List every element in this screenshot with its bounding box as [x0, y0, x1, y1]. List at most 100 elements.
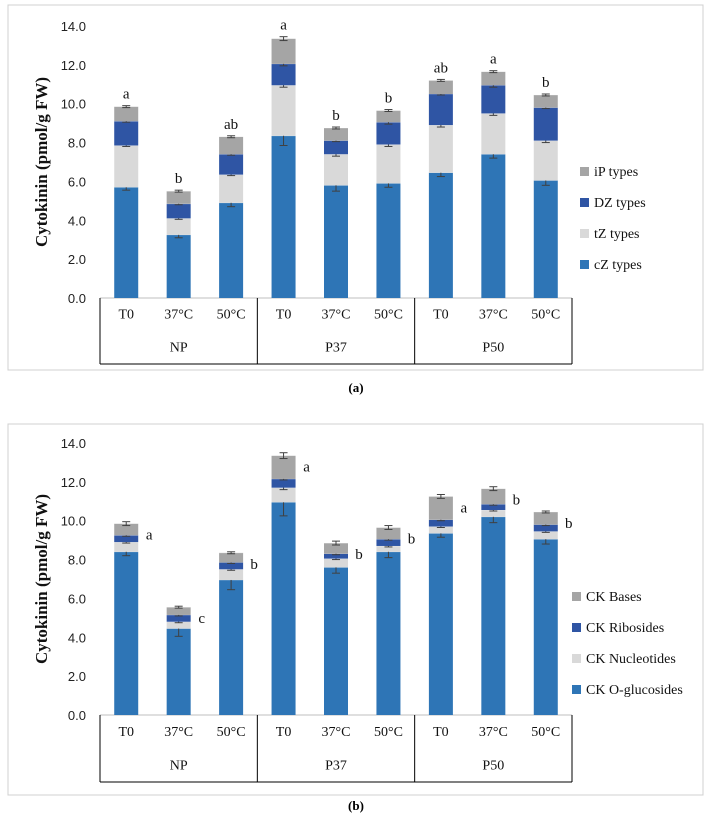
bar-segment-Rib — [114, 535, 139, 543]
y-tick-label: 8.0 — [68, 553, 86, 568]
bar-segment-tZ — [324, 154, 348, 186]
x-tick-label: 50°C — [531, 725, 560, 740]
y-tick-label: 6.0 — [68, 591, 86, 606]
bar-segment-Rib — [324, 553, 348, 559]
significance-letter: a — [146, 528, 153, 544]
x-tick-label: 50°C — [374, 308, 403, 323]
bar-segment-cZ — [533, 180, 558, 298]
bar-segment-cZ — [219, 202, 244, 298]
bar-segment-O — [271, 502, 296, 715]
legend-label: tZ types — [594, 227, 640, 242]
bar-segment-cZ — [271, 135, 296, 298]
panel-label: (b) — [348, 798, 364, 813]
group-label: P37 — [325, 759, 347, 774]
y-tick-label: 0.0 — [68, 291, 86, 306]
bar-segment-DZ — [271, 63, 296, 86]
y-tick-label: 10.0 — [61, 97, 86, 112]
bar-segment-iP — [219, 136, 244, 155]
bar-segment-Bases — [376, 527, 401, 540]
bar-segment-DZ — [428, 94, 453, 126]
bar-segment-Bases — [114, 523, 139, 536]
bar-segment-O — [324, 567, 348, 715]
chart-panel-a: 0.0 2.0 4.0 6.0 8.0 10.0 12.0 14.0 Cytokinin (pm… — [7, 4, 704, 371]
bar-segment-Rib — [376, 539, 401, 546]
bar-segment-O — [428, 533, 453, 715]
bar-segment-Rib — [533, 524, 558, 532]
bar-segment-DZ — [166, 203, 191, 219]
bar-segment-Nuc — [271, 487, 296, 503]
group-label: P37 — [325, 341, 347, 356]
x-tick-label: T0 — [276, 308, 292, 323]
x-tick-label: 50°C — [374, 725, 403, 740]
bar-segment-Rib — [271, 478, 296, 488]
legend-label: CK Ribosides — [586, 621, 664, 636]
bar-segment-iP — [271, 38, 296, 64]
significance-letter: b — [250, 557, 258, 573]
bar-segment-O — [376, 551, 401, 715]
bar-segment-iP — [533, 94, 558, 108]
legend-swatch — [580, 260, 589, 269]
bar-segment-cZ — [376, 183, 401, 298]
bar-segment-tZ — [166, 218, 191, 235]
x-tick-label: 37°C — [322, 725, 351, 740]
bar-segment-Bases — [166, 607, 191, 615]
x-tick-label: 37°C — [164, 725, 193, 740]
group-label: P50 — [482, 759, 504, 774]
significance-letter: ab — [224, 117, 238, 133]
y-tick-label: 10.0 — [61, 514, 86, 529]
significance-letter: ab — [434, 60, 448, 76]
y-tick-label: 14.0 — [61, 436, 86, 451]
bar-segment-Rib — [166, 614, 191, 622]
bar-segment-Nuc — [533, 531, 558, 540]
x-tick-label: 37°C — [164, 308, 193, 323]
bar-segment-tZ — [533, 140, 558, 181]
significance-letter: a — [303, 460, 310, 476]
significance-letter: b — [513, 493, 521, 509]
legend-label: DZ types — [594, 196, 646, 211]
group-label: NP — [170, 759, 188, 774]
bar-segment-cZ — [428, 172, 453, 298]
bar-segment-Nuc — [428, 526, 453, 534]
legend-swatch — [572, 685, 581, 694]
y-tick-label: 12.0 — [61, 475, 86, 490]
bar-segment-Bases — [481, 488, 506, 505]
y-tick-label: 14.0 — [61, 19, 86, 34]
legend-swatch — [572, 654, 581, 663]
y-tick-label: 4.0 — [68, 630, 86, 645]
significance-letter: b — [385, 91, 393, 107]
bar-segment-O — [114, 551, 139, 715]
legend-swatch — [580, 198, 589, 207]
legend-label: CK O-glucosides — [586, 683, 683, 698]
bar-segment-Nuc — [324, 558, 348, 568]
x-tick-label: 50°C — [531, 308, 560, 323]
significance-letter: a — [123, 87, 130, 103]
legend-label: iP types — [594, 165, 638, 180]
bar-segment-tZ — [481, 113, 506, 155]
bar-segment-Bases — [219, 552, 244, 563]
legend-swatch — [572, 623, 581, 632]
x-tick-label: T0 — [276, 725, 292, 740]
x-tick-label: 37°C — [479, 308, 508, 323]
y-tick-label: 12.0 — [61, 58, 86, 73]
bar-segment-tZ — [428, 125, 453, 173]
bar-segment-Rib — [428, 519, 453, 527]
bar-segment-iP — [376, 110, 401, 123]
bar-segment-Nuc — [166, 621, 191, 629]
significance-letter: b — [355, 547, 363, 563]
y-tick-label: 6.0 — [68, 174, 86, 189]
bar-segment-cZ — [481, 154, 506, 298]
bar-segment-Nuc — [376, 545, 401, 552]
x-tick-label: 37°C — [479, 725, 508, 740]
bar-segment-Bases — [271, 455, 296, 479]
significance-letter: b — [332, 108, 340, 124]
bar-segment-iP — [324, 128, 348, 141]
group-label: NP — [170, 341, 188, 356]
bar-segment-DZ — [533, 107, 558, 141]
bar-segment-iP — [481, 71, 506, 86]
chart-frame — [7, 4, 704, 371]
x-tick-label: 50°C — [217, 308, 246, 323]
x-tick-label: 37°C — [322, 308, 351, 323]
significance-letter: a — [280, 18, 287, 34]
x-tick-label: T0 — [118, 308, 134, 323]
bar-segment-O — [481, 516, 506, 715]
